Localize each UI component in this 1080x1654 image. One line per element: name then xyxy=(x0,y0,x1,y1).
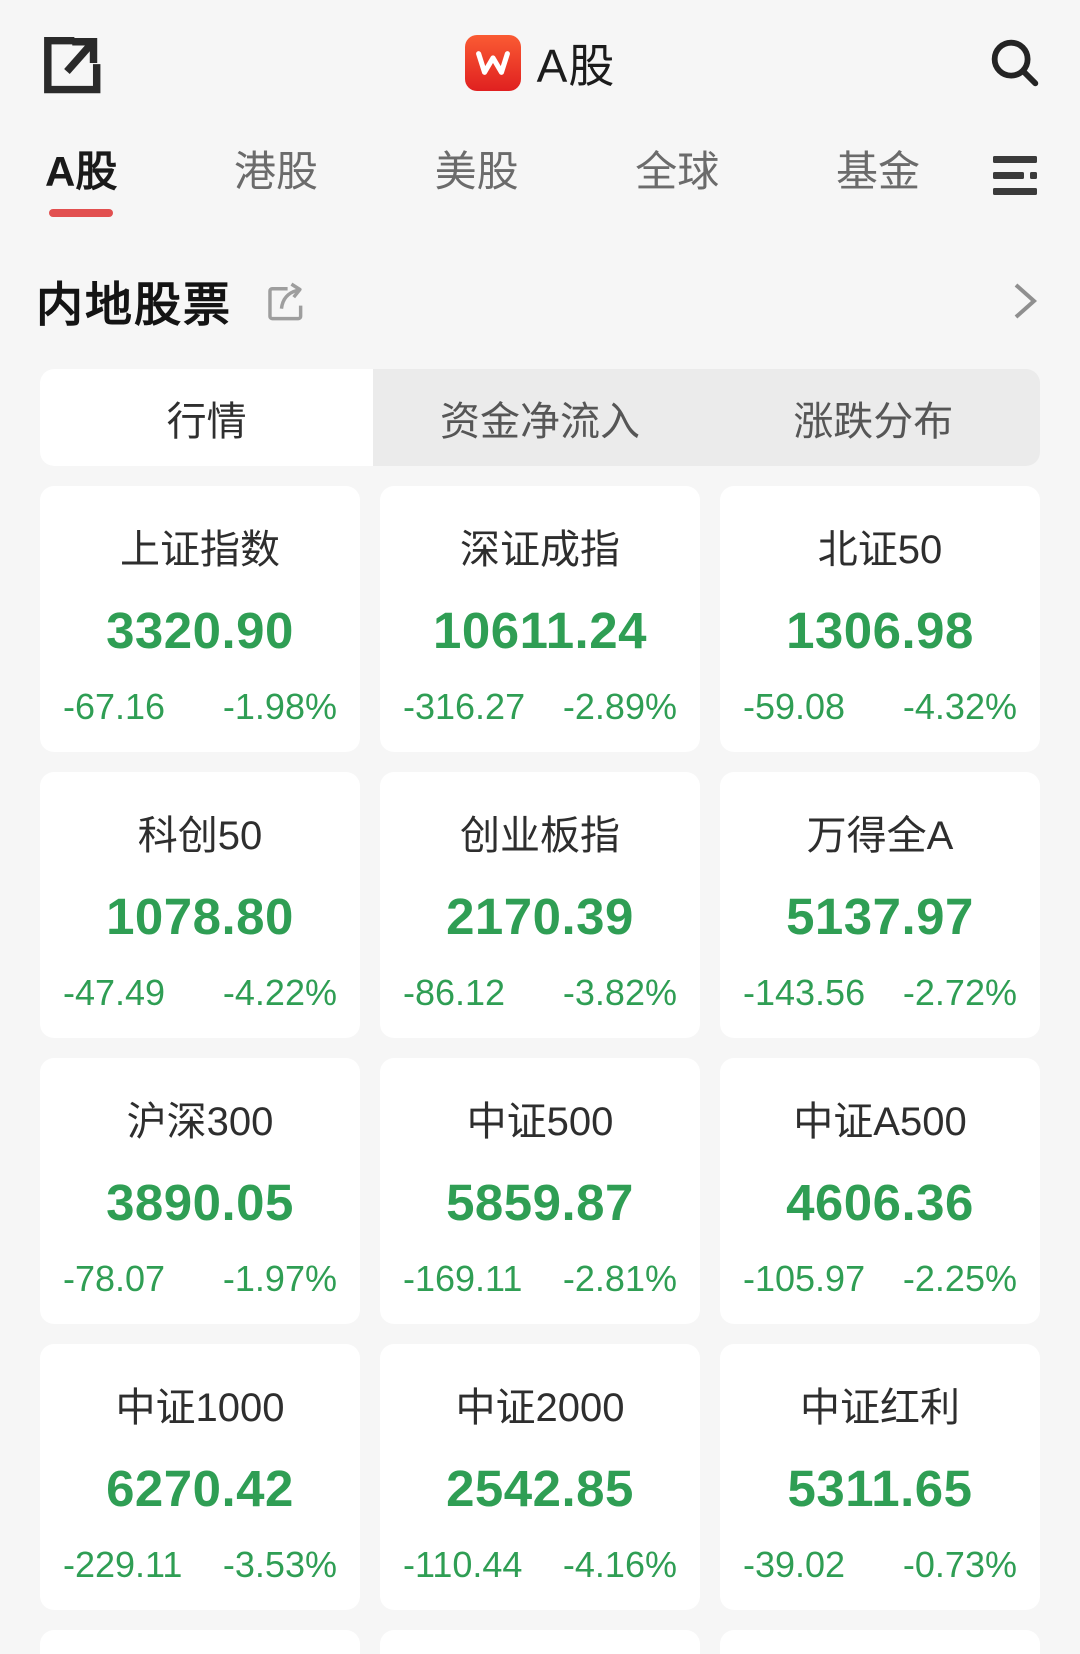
index-change: -105.97 xyxy=(743,1258,866,1299)
index-card-wind-all-a[interactable]: 万得全A 5137.97 -143.56 -2.72% xyxy=(720,772,1040,1038)
index-change: -86.12 xyxy=(403,972,506,1013)
index-card-sse[interactable]: 上证指数 3320.90 -67.16 -1.98% xyxy=(40,486,360,752)
index-change-row: -86.12 -3.82% xyxy=(400,972,680,1014)
index-change: -39.02 xyxy=(743,1544,846,1585)
tab-a-shares[interactable]: A股 xyxy=(45,138,117,217)
tab-us-shares[interactable]: 美股 xyxy=(434,148,519,195)
index-change-row: -169.11 -2.81% xyxy=(400,1258,680,1300)
index-name: 北证50 xyxy=(817,528,943,572)
index-name: 中证红利 xyxy=(800,1386,960,1430)
index-value: 3890.05 xyxy=(106,1174,294,1231)
index-value: 2542.85 xyxy=(446,1460,634,1517)
app-header: A股 xyxy=(0,0,1080,126)
index-change-pct: -3.53% xyxy=(222,1544,337,1585)
index-card-csi-dividend[interactable]: 中证红利 5311.65 -39.02 -0.73% xyxy=(720,1344,1040,1610)
index-value: 2170.39 xyxy=(446,888,634,945)
index-change-pct: -2.72% xyxy=(902,972,1017,1013)
index-change-pct: -2.25% xyxy=(902,1258,1017,1299)
index-change-pct: -2.81% xyxy=(562,1258,677,1299)
index-name: 中证500 xyxy=(466,1100,614,1144)
index-change-pct: -3.82% xyxy=(562,972,677,1013)
index-card-chinext[interactable]: 创业板指 2170.39 -86.12 -3.82% xyxy=(380,772,700,1038)
index-change: -47.49 xyxy=(63,972,166,1013)
index-card-partial[interactable] xyxy=(380,1630,700,1654)
external-share-icon[interactable] xyxy=(34,29,102,97)
index-card-csi2000[interactable]: 中证2000 2542.85 -110.44 -4.16% xyxy=(380,1344,700,1610)
index-change-row: -229.11 -3.53% xyxy=(60,1544,340,1586)
index-value: 5137.97 xyxy=(786,888,974,945)
market-tabbar: A股 港股 美股 全球 基金 xyxy=(0,126,1080,226)
index-change-row: -105.97 -2.25% xyxy=(740,1258,1020,1300)
tab-funds[interactable]: 基金 xyxy=(835,148,920,195)
index-name: 深证成指 xyxy=(460,528,620,572)
index-change-pct: -2.89% xyxy=(562,686,677,727)
index-change-pct: -4.32% xyxy=(902,686,1017,727)
index-name: 沪深300 xyxy=(126,1100,274,1144)
index-change-row: -47.49 -4.22% xyxy=(60,972,340,1014)
index-change: -59.08 xyxy=(743,686,846,727)
index-card-csi300[interactable]: 沪深300 3890.05 -78.07 -1.97% xyxy=(40,1058,360,1324)
index-change-row: -67.16 -1.98% xyxy=(60,686,340,728)
index-card-csi1000[interactable]: 中证1000 6270.42 -229.11 -3.53% xyxy=(40,1344,360,1610)
index-card-grid: 上证指数 3320.90 -67.16 -1.98% 深证成指 10611.24… xyxy=(40,486,1040,1654)
tab-global[interactable]: 全球 xyxy=(635,148,720,195)
index-name: 上证指数 xyxy=(120,528,280,572)
index-value: 3320.90 xyxy=(106,602,294,659)
index-change: -78.07 xyxy=(63,1258,166,1299)
index-card-partial[interactable] xyxy=(720,1630,1040,1654)
index-change-row: -39.02 -0.73% xyxy=(740,1544,1020,1586)
index-change-pct: -0.73% xyxy=(902,1544,1017,1585)
search-icon[interactable] xyxy=(984,32,1046,94)
index-change-row: -316.27 -2.89% xyxy=(400,686,680,728)
section-header: 内地股票 xyxy=(0,266,1080,335)
index-value: 10611.24 xyxy=(433,602,647,659)
view-segmented-control: 行情 资金净流入 涨跌分布 xyxy=(40,369,1040,466)
tab-hk-shares[interactable]: 港股 xyxy=(233,148,318,195)
index-card-csi500[interactable]: 中证500 5859.87 -169.11 -2.81% xyxy=(380,1058,700,1324)
index-value: 6270.42 xyxy=(106,1460,294,1517)
index-change-pct: -1.98% xyxy=(222,686,337,727)
index-value: 1078.80 xyxy=(106,888,294,945)
active-tab-underline xyxy=(49,209,114,217)
tab-list-menu-icon[interactable] xyxy=(990,138,1040,200)
index-change: -143.56 xyxy=(743,972,866,1013)
index-value: 5311.65 xyxy=(787,1460,973,1517)
page-title: A股 xyxy=(536,40,616,92)
subtab-net-inflow[interactable]: 资金净流入 xyxy=(439,399,640,444)
subtab-quotes[interactable]: 行情 xyxy=(40,369,374,466)
index-change-pct: -1.97% xyxy=(222,1258,337,1299)
subtab-advance-decline[interactable]: 涨跌分布 xyxy=(793,399,954,444)
index-name: 中证2000 xyxy=(455,1386,625,1430)
index-card-partial[interactable] xyxy=(40,1630,360,1654)
chevron-right-icon[interactable] xyxy=(1004,277,1044,325)
index-name: 创业板指 xyxy=(460,814,620,858)
index-name: 中证A500 xyxy=(793,1100,967,1144)
index-change-row: -59.08 -4.32% xyxy=(740,686,1020,728)
index-change-row: -78.07 -1.97% xyxy=(60,1258,340,1300)
index-value: 5859.87 xyxy=(446,1174,634,1231)
index-change: -316.27 xyxy=(403,686,526,727)
index-change-pct: -4.16% xyxy=(562,1544,677,1585)
index-card-bse50[interactable]: 北证50 1306.98 -59.08 -4.32% xyxy=(720,486,1040,752)
section-title: 内地股票 xyxy=(36,278,232,331)
index-change-pct: -4.22% xyxy=(222,972,337,1013)
share-box-icon[interactable] xyxy=(260,278,306,324)
index-card-szse[interactable]: 深证成指 10611.24 -316.27 -2.89% xyxy=(380,486,700,752)
index-name: 中证1000 xyxy=(115,1386,285,1430)
index-name: 科创50 xyxy=(137,814,263,858)
index-change: -110.44 xyxy=(403,1544,523,1585)
index-change: -67.16 xyxy=(63,686,166,727)
index-value: 1306.98 xyxy=(786,602,974,659)
index-change-row: -110.44 -4.16% xyxy=(400,1544,680,1586)
index-card-csi-a500[interactable]: 中证A500 4606.36 -105.97 -2.25% xyxy=(720,1058,1040,1324)
index-change: -229.11 xyxy=(63,1544,183,1585)
index-change-row: -143.56 -2.72% xyxy=(740,972,1020,1014)
index-card-star50[interactable]: 科创50 1078.80 -47.49 -4.22% xyxy=(40,772,360,1038)
index-change: -169.11 xyxy=(403,1258,523,1299)
wind-logo xyxy=(464,35,521,91)
index-value: 4606.36 xyxy=(786,1174,974,1231)
index-name: 万得全A xyxy=(806,814,954,858)
